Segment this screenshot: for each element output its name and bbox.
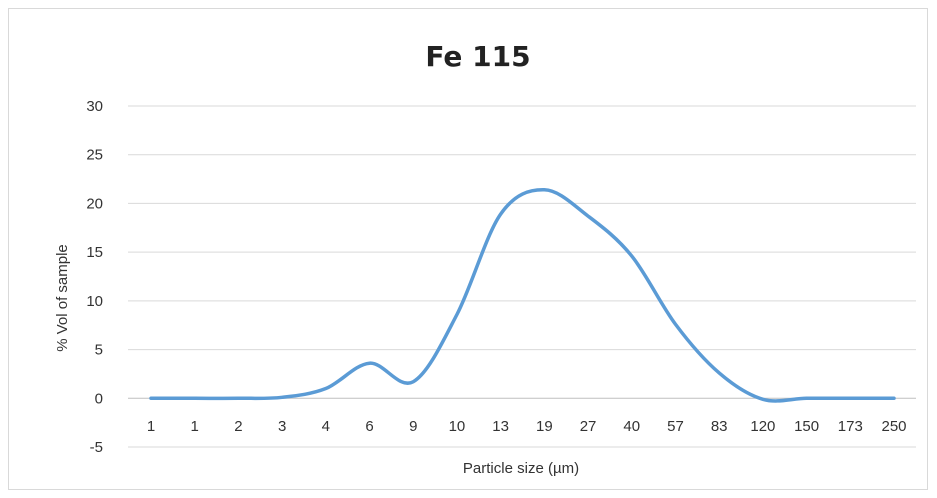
y-tick-label: 20: [86, 195, 103, 212]
x-tick-label: 13: [492, 418, 509, 435]
x-tick-label: 9: [409, 418, 417, 435]
x-tick-label: 3: [278, 418, 286, 435]
x-axis-title: Particle size (µm): [463, 460, 579, 477]
y-tick-label: 5: [95, 342, 103, 359]
y-tick-label: 30: [86, 98, 103, 115]
x-tick-label: 6: [365, 418, 373, 435]
x-tick-label: 2: [234, 418, 242, 435]
x-tick-label: 27: [580, 418, 597, 435]
y-tick-label: -5: [90, 439, 103, 456]
y-tick-label: 15: [86, 244, 103, 261]
x-tick-label: 250: [881, 418, 906, 435]
chart-frame: [8, 8, 928, 490]
x-tick-label: 1: [147, 418, 155, 435]
x-tick-label: 10: [449, 418, 466, 435]
y-tick-label: 0: [95, 390, 103, 407]
x-tick-label: 83: [711, 418, 728, 435]
y-tick-label: 25: [86, 147, 103, 164]
x-tick-label: 19: [536, 418, 553, 435]
x-tick-label: 120: [750, 418, 775, 435]
series-line: [149, 188, 896, 403]
x-tick-label: 150: [794, 418, 819, 435]
x-tick-label: 1: [191, 418, 199, 435]
x-tick-label: 173: [838, 418, 863, 435]
x-tick-label: 40: [623, 418, 640, 435]
chart-title: Fe 115: [425, 40, 530, 73]
x-tick-label: 4: [322, 418, 330, 435]
y-axis-title: % Vol of sample: [54, 244, 71, 352]
y-tick-label: 10: [86, 293, 103, 310]
x-tick-label: 57: [667, 418, 684, 435]
